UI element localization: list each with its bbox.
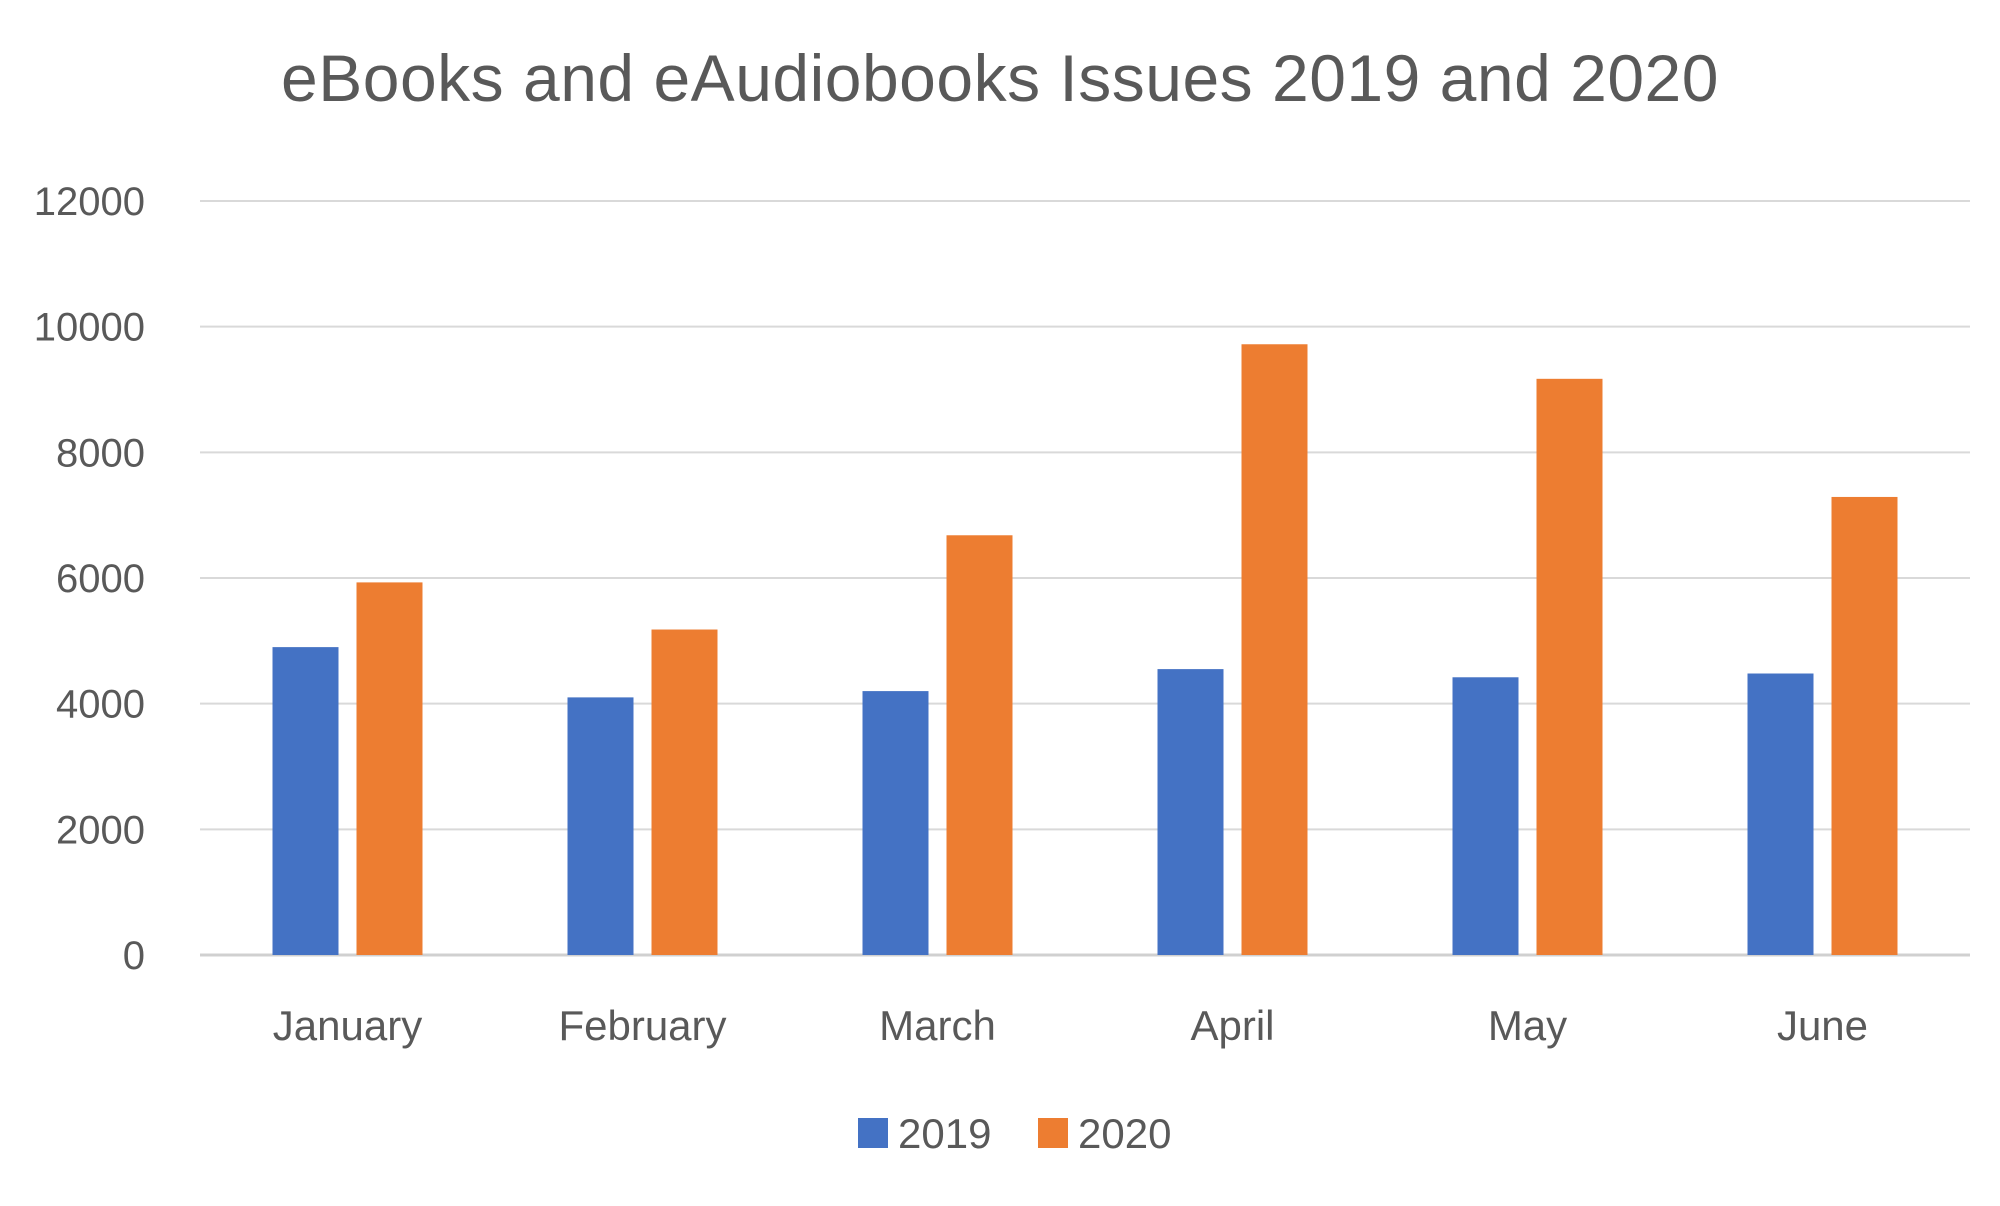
bar-2020-may [1536,378,1603,955]
y-tick-label: 8000 [56,431,145,475]
x-axis-tick-labels: January February March April May June [273,1002,1868,1049]
x-tick-label: February [558,1002,726,1049]
y-tick-label: 6000 [56,557,145,601]
bars [272,344,1898,955]
legend-swatch-2020 [1038,1118,1068,1148]
bar-2020-june [1831,496,1898,955]
y-axis-tick-labels: 0 2000 4000 6000 8000 10000 12000 [34,180,145,978]
x-tick-label: April [1190,1002,1274,1049]
bar-2019-february [567,697,634,955]
bar-2020-february [651,629,718,955]
bar-2020-january [356,582,423,955]
y-tick-label: 0 [123,934,145,978]
gridlines [200,200,1970,957]
bar-2019-january [272,647,339,955]
chart-title: eBooks and eAudiobooks Issues 2019 and 2… [281,41,1719,115]
legend-label: 2019 [898,1110,991,1157]
bar-2020-march [946,535,1013,955]
x-tick-label: May [1488,1002,1567,1049]
y-tick-label: 12000 [34,180,145,224]
x-tick-label: March [879,1002,996,1049]
y-tick-label: 4000 [56,683,145,727]
bar-2019-april [1157,669,1224,955]
bar-2019-may [1452,677,1519,955]
legend-swatch-2019 [858,1118,888,1148]
bar-2019-march [862,691,929,955]
legend-label: 2020 [1078,1110,1171,1157]
x-tick-label: June [1777,1002,1868,1049]
legend: 2019 2020 [858,1110,1171,1157]
y-tick-label: 10000 [34,306,145,350]
bar-2019-june [1747,673,1814,955]
bar-2020-april [1241,344,1308,955]
x-tick-label: January [273,1002,422,1049]
y-tick-label: 2000 [56,808,145,852]
